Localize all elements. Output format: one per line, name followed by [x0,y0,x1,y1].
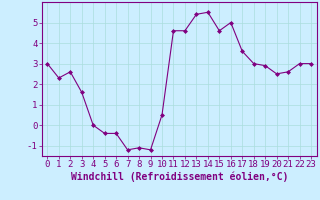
X-axis label: Windchill (Refroidissement éolien,°C): Windchill (Refroidissement éolien,°C) [70,172,288,182]
